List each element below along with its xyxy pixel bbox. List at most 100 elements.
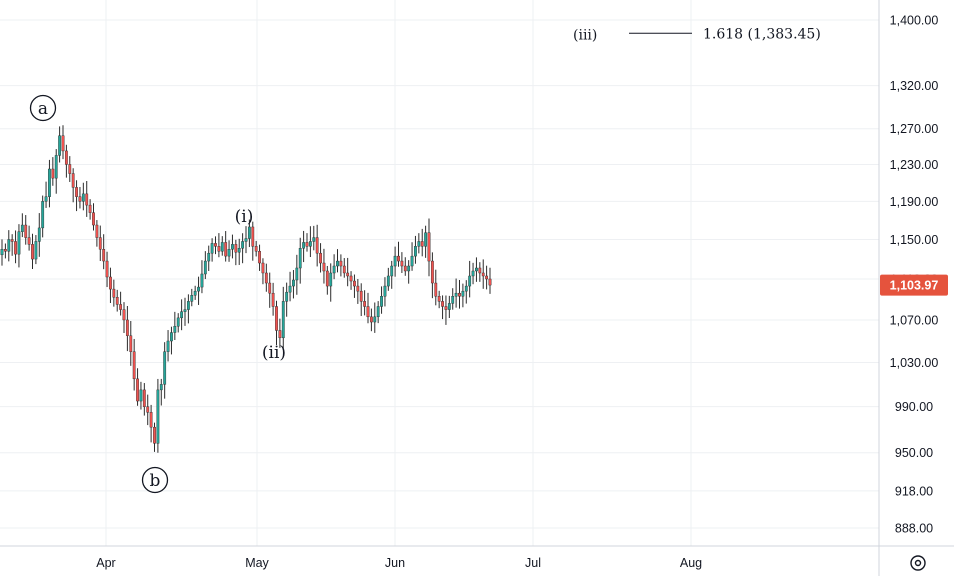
candle-body <box>88 204 92 213</box>
candle-body <box>71 173 75 188</box>
candle-body <box>288 285 292 293</box>
candle-body <box>234 244 238 253</box>
candle-body <box>180 311 184 319</box>
candle-body <box>10 239 14 242</box>
candlestick-series <box>0 125 492 453</box>
candle-body <box>98 237 102 250</box>
candle-body <box>37 227 41 242</box>
price-tick-label: 1,400.00 <box>890 14 939 28</box>
candle-body <box>437 296 441 302</box>
candle-body <box>68 164 72 174</box>
price-axis[interactable]: 888.00 918.00 950.00 990.00 1,030.00 1,070.00… <box>890 14 939 536</box>
candle-body <box>275 306 278 331</box>
candle-body <box>190 295 194 302</box>
candle-body <box>92 212 95 226</box>
candle-body <box>261 262 265 274</box>
candle-body <box>115 297 119 305</box>
candle-body <box>64 150 68 165</box>
time-axis[interactable]: Apr May Jun Jul Aug <box>96 556 702 570</box>
candle-body <box>20 224 24 232</box>
candle-body <box>41 201 45 229</box>
wave-labels: a b (i) (ii) <box>29 94 286 494</box>
candle-body <box>464 285 468 292</box>
candle-body <box>241 241 245 249</box>
candle-body <box>173 326 177 333</box>
candle-body <box>78 196 82 202</box>
price-tick-label: 1,230.00 <box>890 158 939 172</box>
candle-body <box>308 241 312 247</box>
candle-body <box>129 335 133 352</box>
candle-body <box>159 384 163 391</box>
candle-body <box>400 260 404 267</box>
last-price-badge: 1,103.97 <box>880 274 948 296</box>
candle-body <box>485 275 489 280</box>
candle-body <box>122 309 126 321</box>
candle-body <box>336 260 339 267</box>
candle-body <box>478 267 482 274</box>
candle-body <box>315 237 319 254</box>
candle-body <box>48 168 51 197</box>
candle-body <box>207 252 211 262</box>
candle-body <box>427 232 431 262</box>
candle-body <box>298 248 302 269</box>
price-tick-label: 888.00 <box>895 522 933 536</box>
price-tick-label: 1,070.00 <box>890 313 939 327</box>
gear-icon[interactable] <box>910 555 926 571</box>
candle-body <box>346 272 350 277</box>
price-tick-label: 1,320.00 <box>890 79 939 93</box>
candle-body <box>410 255 414 267</box>
candle-body <box>170 332 173 342</box>
wave-label: (ii) <box>262 343 286 363</box>
candle-body <box>247 226 251 239</box>
candle-body <box>44 196 48 202</box>
candle-body <box>0 249 4 256</box>
price-tick-label: 1,270.00 <box>890 122 939 136</box>
candle-body <box>186 301 190 310</box>
candle-body <box>329 272 333 287</box>
candle-body <box>393 255 397 267</box>
candle-body <box>51 168 55 179</box>
candle-body <box>376 306 380 318</box>
candle-body <box>264 272 268 284</box>
candle-body <box>176 317 180 327</box>
price-tick-label: 918.00 <box>895 484 933 498</box>
candle-body <box>142 389 146 407</box>
candle-body <box>200 273 204 288</box>
candle-body <box>302 242 306 249</box>
candle-body <box>31 244 34 260</box>
candle-body <box>210 243 214 254</box>
candle-body <box>231 244 234 250</box>
candle-body <box>14 241 17 255</box>
time-tick-label: May <box>245 556 269 570</box>
candle-body <box>109 276 112 290</box>
last-price-label: 1,103.97 <box>890 279 939 293</box>
candle-body <box>366 306 370 318</box>
candle-body <box>24 224 28 238</box>
fib-level-text: 1.618 (1,383.45) <box>703 26 821 42</box>
candle-body <box>125 319 129 336</box>
candle-body <box>271 292 275 307</box>
candle-body <box>424 232 428 247</box>
candle-body <box>85 193 89 206</box>
candle-body <box>420 241 424 247</box>
candle-body <box>193 290 197 296</box>
candle-body <box>163 351 167 385</box>
candle-body <box>105 260 109 278</box>
candle-body <box>278 330 282 339</box>
candle-body <box>403 265 407 272</box>
candle-body <box>339 260 343 267</box>
candle-body <box>244 238 248 242</box>
candle-body <box>220 242 224 252</box>
candle-body <box>224 242 228 257</box>
candle-body <box>458 292 461 297</box>
candle-body <box>166 340 170 352</box>
last-price-badge-bg <box>880 274 948 296</box>
candle-body <box>119 304 123 310</box>
candle-body <box>58 135 62 156</box>
candle-body <box>363 301 367 307</box>
candle-body <box>197 286 200 292</box>
candle-body <box>481 272 485 277</box>
candle-body <box>461 290 465 297</box>
settings-button[interactable] <box>910 555 926 571</box>
